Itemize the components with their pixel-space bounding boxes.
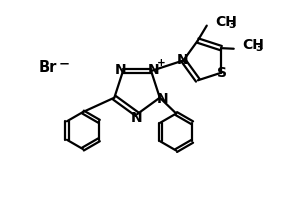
Text: −: − [58, 57, 70, 70]
Text: CH: CH [243, 38, 265, 52]
Text: N: N [115, 63, 126, 77]
Text: CH: CH [216, 15, 237, 29]
Text: Br: Br [38, 60, 57, 75]
Text: 3: 3 [256, 43, 263, 53]
Text: +: + [157, 58, 166, 68]
Text: S: S [217, 66, 227, 80]
Text: N: N [131, 111, 142, 125]
Text: N: N [177, 53, 188, 67]
Text: 3: 3 [228, 20, 236, 30]
Text: N: N [148, 63, 159, 77]
Text: N: N [157, 92, 169, 106]
